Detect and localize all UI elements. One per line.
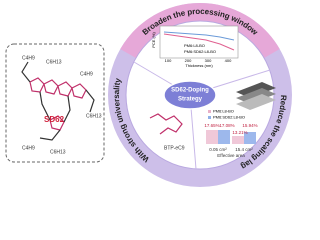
x-label: Thickness (nm) (185, 63, 213, 68)
area-label: 0.05 cm² (209, 147, 227, 152)
legend-swatch (208, 110, 211, 113)
series-line (163, 31, 235, 41)
substituent: C4H9 (80, 71, 93, 77)
x-label: Effective area (217, 153, 245, 158)
substituent: C6H13 (50, 149, 66, 155)
substituent: C6H13 (46, 59, 62, 65)
legend-swatch (208, 116, 211, 119)
substituent: C4H9 (22, 55, 35, 61)
molecule-drawing (21, 61, 95, 141)
molecule-box (5, 43, 105, 163)
molecule-label: SD62 (44, 115, 65, 124)
bar (218, 130, 230, 144)
acceptor-drawing (149, 113, 183, 135)
device (236, 82, 276, 110)
x-tick-label: 300 (205, 58, 212, 63)
substituent: C4H9 (22, 145, 35, 151)
x-tick-label: 100 (165, 58, 172, 63)
center-text: Strategy (178, 97, 203, 103)
x-tick-label: 200 (185, 58, 192, 63)
substituents: C4H9 C6H13 C4H9 C6H13 C4H9 C6H13 (22, 55, 102, 155)
substituent: C6H13 (86, 113, 102, 119)
area-label: 15.4 cm² (235, 147, 253, 152)
center-text: SD62-Doping (171, 88, 209, 94)
bar (206, 130, 218, 144)
legend-entry: PM6:SD62:L8-BO (213, 115, 245, 120)
legend-entry: PM6:L8-BO (184, 43, 205, 48)
series-line (163, 33, 235, 51)
graphical-abstract: C4H9 C6H13 C4H9 C6H13 C4H9 C6H13 SD62 Br… (5, 3, 292, 187)
x-tick-label: 400 (225, 58, 232, 63)
value-label: 15.94% (242, 123, 257, 128)
value-label: 17.08% (219, 123, 234, 128)
ring-top (120, 3, 280, 59)
bar (232, 136, 244, 144)
value-label: 13.21% (232, 130, 247, 135)
acceptor-label: BTP-eC9 (164, 145, 185, 151)
legend-entry: PM6:L8-BO (213, 109, 234, 114)
y-label: PCE (%) (151, 32, 156, 48)
bar (244, 132, 256, 144)
center-badge (163, 80, 217, 110)
value-label: 17.65% (204, 123, 219, 128)
line-panel (159, 25, 239, 59)
legend-entry: PM6:SD62:L8-BO (184, 49, 216, 54)
